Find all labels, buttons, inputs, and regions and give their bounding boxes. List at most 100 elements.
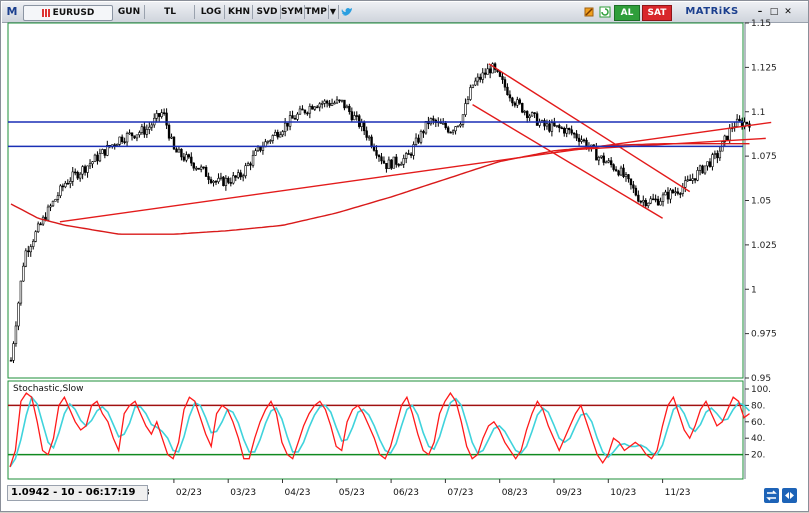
candle-body xyxy=(172,136,176,150)
scroll-arrows-icon[interactable] xyxy=(782,488,797,503)
trend-line xyxy=(553,137,766,152)
candle-body xyxy=(550,122,554,132)
trend-line xyxy=(488,63,691,193)
candle-body xyxy=(106,144,109,156)
candle-body xyxy=(380,156,383,162)
candle-body xyxy=(54,199,57,202)
candle-body xyxy=(693,178,697,181)
candle-body xyxy=(14,325,18,344)
candle-body xyxy=(632,184,635,189)
candle-body xyxy=(340,99,344,102)
candle-body xyxy=(165,112,168,126)
candle-body xyxy=(125,133,129,143)
candle-body xyxy=(735,118,739,127)
candle-body xyxy=(654,198,657,201)
candle-body xyxy=(597,157,601,161)
svd-button[interactable]: SVD xyxy=(254,5,281,19)
candle-body xyxy=(256,146,260,151)
candle-body xyxy=(355,115,358,117)
candle-body xyxy=(49,205,52,208)
candle-body xyxy=(664,191,667,196)
candle-body xyxy=(219,176,223,179)
candle-body xyxy=(232,175,235,184)
candle-body xyxy=(726,135,729,141)
price-tick-label: 0.95 xyxy=(751,374,771,384)
stoch-tick-label: 20. xyxy=(751,451,765,461)
sym-button[interactable]: SYM xyxy=(280,5,305,19)
candle-body xyxy=(580,139,583,142)
candle-body xyxy=(516,99,519,106)
candle-body xyxy=(9,359,13,362)
tmp-button[interactable]: TMP xyxy=(304,5,329,19)
symbol-label: EURUSD xyxy=(52,8,95,18)
candle-body xyxy=(64,182,67,188)
sell-button[interactable]: SAT xyxy=(642,5,672,21)
twitter-bird-icon[interactable] xyxy=(340,5,354,19)
candle-body xyxy=(78,173,82,179)
candle-body xyxy=(627,174,630,180)
candle-body xyxy=(291,115,294,119)
candle-body xyxy=(36,223,40,233)
time-tick-label: 04/23 xyxy=(285,488,311,498)
candle-body xyxy=(459,124,462,127)
candle-body xyxy=(88,163,92,167)
candle-body xyxy=(674,191,677,194)
restore-icon[interactable]: □ xyxy=(769,7,779,17)
candle-body xyxy=(69,180,72,184)
buy-button[interactable]: AL xyxy=(614,5,640,21)
candle-body xyxy=(98,153,102,162)
candle-body xyxy=(83,166,87,173)
price-tick-label: 0.975 xyxy=(751,330,777,340)
swap-icon[interactable] xyxy=(764,488,779,503)
candle-body xyxy=(607,160,610,163)
candle-body xyxy=(637,194,640,202)
candle-body xyxy=(74,171,77,174)
candle-body xyxy=(59,185,62,197)
pencil-icon[interactable] xyxy=(582,5,596,19)
candle-body xyxy=(96,154,99,162)
candle-body xyxy=(582,139,586,142)
candle-body xyxy=(513,102,517,106)
candle-body xyxy=(476,76,479,82)
refresh-icon[interactable] xyxy=(598,5,612,19)
candle-body xyxy=(461,114,465,125)
candle-body xyxy=(555,125,559,127)
moving-average-line xyxy=(10,143,750,235)
candle-body xyxy=(269,140,272,142)
candle-body xyxy=(150,124,153,128)
candle-body xyxy=(407,153,410,155)
candle-body xyxy=(629,178,633,186)
symbol-selector[interactable]: EURUSD xyxy=(23,5,113,21)
close-icon[interactable]: ✕ xyxy=(784,7,792,17)
candle-body xyxy=(738,118,741,122)
period-button[interactable]: GUN xyxy=(114,5,145,19)
candle-body xyxy=(387,159,391,169)
minimize-icon[interactable]: – xyxy=(757,7,763,17)
candle-body xyxy=(17,302,20,327)
candle-body xyxy=(229,182,233,184)
candle-body xyxy=(259,146,262,151)
candle-body xyxy=(651,198,655,201)
dropdown-arrow-icon[interactable]: ▼ xyxy=(328,5,339,19)
candle-body xyxy=(350,111,354,121)
candle-body xyxy=(446,127,450,133)
candle-body xyxy=(281,131,284,136)
currency-button[interactable]: TL xyxy=(146,5,195,19)
candle-body xyxy=(689,179,692,181)
candle-body xyxy=(279,134,282,138)
candle-body xyxy=(303,109,307,114)
candle-body xyxy=(160,112,163,117)
candle-body xyxy=(570,129,573,134)
khn-button[interactable]: KHN xyxy=(226,5,253,19)
grid-icon xyxy=(41,8,50,17)
candle-body xyxy=(241,175,245,178)
log-button[interactable]: LOG xyxy=(198,5,225,19)
candle-body xyxy=(395,156,398,165)
candle-body xyxy=(417,137,420,143)
candle-body xyxy=(506,86,509,96)
candle-body xyxy=(254,150,257,156)
time-tick-label: 10/23 xyxy=(610,488,636,498)
candle-body xyxy=(301,108,304,111)
candle-body xyxy=(192,162,195,169)
candle-body xyxy=(612,164,615,170)
